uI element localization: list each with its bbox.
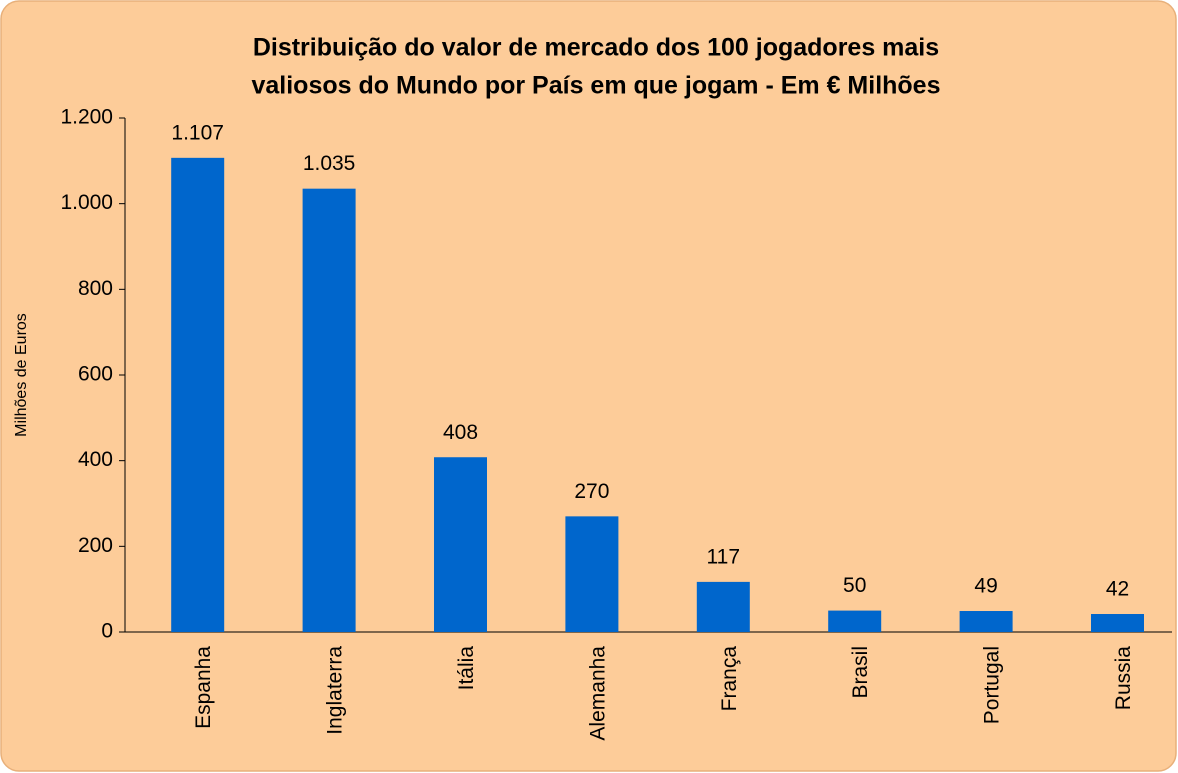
data-label: 1.035 (303, 152, 356, 175)
y-tick-label: 800 (78, 277, 113, 300)
y-tick-label: 600 (78, 363, 113, 386)
y-tick-label: 200 (78, 534, 113, 557)
bar (171, 157, 225, 632)
x-tick-label: Russia (1112, 646, 1135, 711)
bar (696, 581, 750, 632)
y-axis-label: Milhões de Euros (13, 313, 30, 437)
x-tick-label: França (718, 646, 741, 712)
x-tick-label: Brasil (849, 646, 872, 699)
y-tick-label: 400 (78, 448, 113, 471)
bar (959, 611, 1013, 632)
data-label: 117 (707, 545, 740, 568)
bar (565, 516, 619, 632)
data-label: 270 (574, 480, 609, 503)
bar (828, 610, 882, 632)
y-tick-label: 1.000 (60, 191, 113, 214)
x-tick-label: Alemanha (586, 646, 609, 741)
x-tick-label: Portugal (981, 646, 1004, 724)
data-label: 49 (974, 575, 997, 598)
chart-title: Distribuição do valor de mercado dos 100… (253, 34, 939, 62)
x-tick-label: Inglaterra (324, 646, 347, 735)
bar (1091, 614, 1144, 632)
chart-title: valiosos do Mundo por País em que jogam … (251, 72, 940, 100)
bar (434, 457, 487, 632)
data-label: 50 (843, 574, 866, 597)
x-tick-label: Itália (455, 646, 478, 691)
bar (302, 188, 356, 633)
data-label: 42 (1106, 578, 1129, 601)
data-label: 408 (443, 421, 478, 444)
data-label: 1.107 (171, 121, 224, 144)
y-tick-label: 1.200 (60, 106, 113, 129)
x-tick-label: Espanha (192, 646, 215, 729)
y-tick-label: 0 (101, 620, 113, 643)
